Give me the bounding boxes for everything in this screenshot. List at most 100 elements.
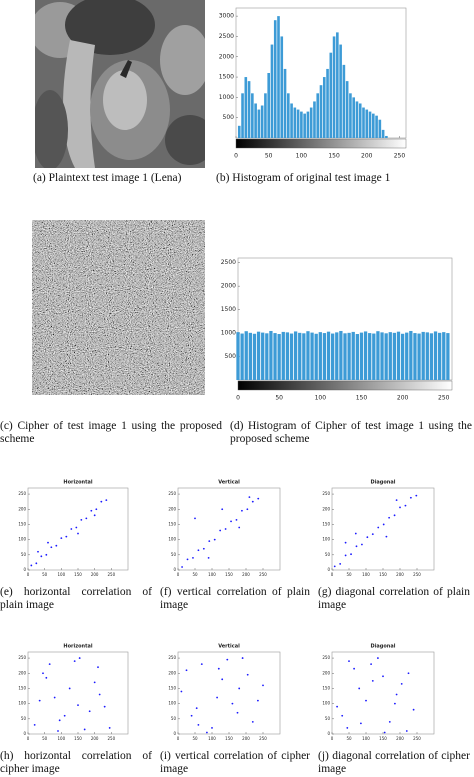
point xyxy=(185,669,188,672)
y-tick-label: 0 xyxy=(23,731,26,736)
y-tick-label: 1000 xyxy=(221,330,236,337)
bar xyxy=(332,36,336,138)
y-tick-label: 1000 xyxy=(219,94,234,101)
x-tick-label: 50 xyxy=(275,395,283,402)
bar xyxy=(316,93,320,138)
x-tick-label: 150 xyxy=(225,572,233,577)
point xyxy=(358,687,361,690)
bar xyxy=(314,333,318,380)
bar xyxy=(265,333,269,380)
point xyxy=(192,556,194,559)
bar xyxy=(417,333,421,380)
bar xyxy=(257,109,261,138)
plot-area xyxy=(331,487,435,571)
point xyxy=(75,526,78,529)
bar xyxy=(244,77,248,138)
point xyxy=(353,667,355,670)
point xyxy=(108,727,111,729)
point xyxy=(50,546,53,549)
bar xyxy=(319,85,323,138)
bar xyxy=(339,44,342,138)
x-tick-label: 200 xyxy=(361,153,373,160)
point xyxy=(251,720,254,723)
x-tick-label: 50 xyxy=(346,572,352,577)
bar xyxy=(347,332,351,380)
x-tick-label: 200 xyxy=(396,736,404,741)
point xyxy=(257,497,260,500)
point xyxy=(350,553,352,556)
point xyxy=(371,679,374,682)
point xyxy=(230,520,232,523)
point xyxy=(65,535,68,538)
x-tick-label: 200 xyxy=(242,572,250,577)
bar xyxy=(303,113,306,138)
point xyxy=(216,696,219,699)
point xyxy=(181,566,183,568)
bar xyxy=(244,331,248,380)
x-tick-label: 50 xyxy=(192,736,198,741)
bar xyxy=(261,332,265,380)
bar xyxy=(405,332,409,380)
x-tick-label: 150 xyxy=(328,153,340,160)
point xyxy=(370,663,372,666)
bar xyxy=(335,332,339,380)
bar xyxy=(362,107,365,138)
point xyxy=(399,506,401,509)
x-tick-label: 200 xyxy=(91,736,99,741)
bar xyxy=(413,333,417,380)
point xyxy=(382,523,385,526)
x-tick-label: 50 xyxy=(42,736,48,741)
y-tick-label: 50 xyxy=(21,716,27,721)
y-tick-label: 100 xyxy=(168,701,176,706)
x-tick-label: 50 xyxy=(42,572,48,577)
point xyxy=(236,711,239,714)
y-tick-label: 100 xyxy=(18,701,26,706)
bar xyxy=(336,32,339,138)
point xyxy=(211,727,213,729)
point xyxy=(83,728,86,731)
point xyxy=(341,714,344,717)
point xyxy=(37,550,39,553)
x-tick-label: 150 xyxy=(74,736,82,741)
bar xyxy=(375,115,378,138)
point xyxy=(47,541,49,544)
point xyxy=(197,549,200,552)
point xyxy=(412,708,415,711)
point xyxy=(382,675,384,678)
bar xyxy=(260,105,264,138)
x-tick-label: 50 xyxy=(265,153,273,160)
x-tick-label: 100 xyxy=(58,736,66,741)
bar xyxy=(343,333,347,380)
bar xyxy=(409,330,413,380)
x-tick-label: 250 xyxy=(108,572,116,577)
bar xyxy=(421,331,425,380)
plot-area xyxy=(27,487,129,571)
y-tick-label: 150 xyxy=(322,521,330,526)
x-tick-label: 0 xyxy=(177,572,180,577)
bar xyxy=(446,333,450,380)
chart-title: Horizontal xyxy=(63,480,92,486)
bar xyxy=(438,332,442,380)
chart-title: Horizontal xyxy=(63,644,92,650)
bar xyxy=(254,103,257,138)
bar xyxy=(273,333,277,380)
bar xyxy=(273,20,277,138)
point xyxy=(241,657,244,659)
y-tick-label: 200 xyxy=(18,670,26,675)
y-tick-label: 2000 xyxy=(221,283,236,290)
point xyxy=(68,687,71,690)
point xyxy=(221,508,224,511)
point xyxy=(200,663,203,666)
chart-title: Vertical xyxy=(218,644,240,650)
x-tick-label: 250 xyxy=(394,153,406,160)
x-tick-label: 200 xyxy=(242,736,250,741)
y-tick-label: 150 xyxy=(322,685,330,690)
point xyxy=(355,545,358,548)
x-tick-label: 0 xyxy=(27,736,30,741)
point xyxy=(360,722,362,725)
point xyxy=(333,565,336,568)
bar xyxy=(363,331,368,380)
bar xyxy=(322,333,327,380)
bar xyxy=(240,333,244,380)
